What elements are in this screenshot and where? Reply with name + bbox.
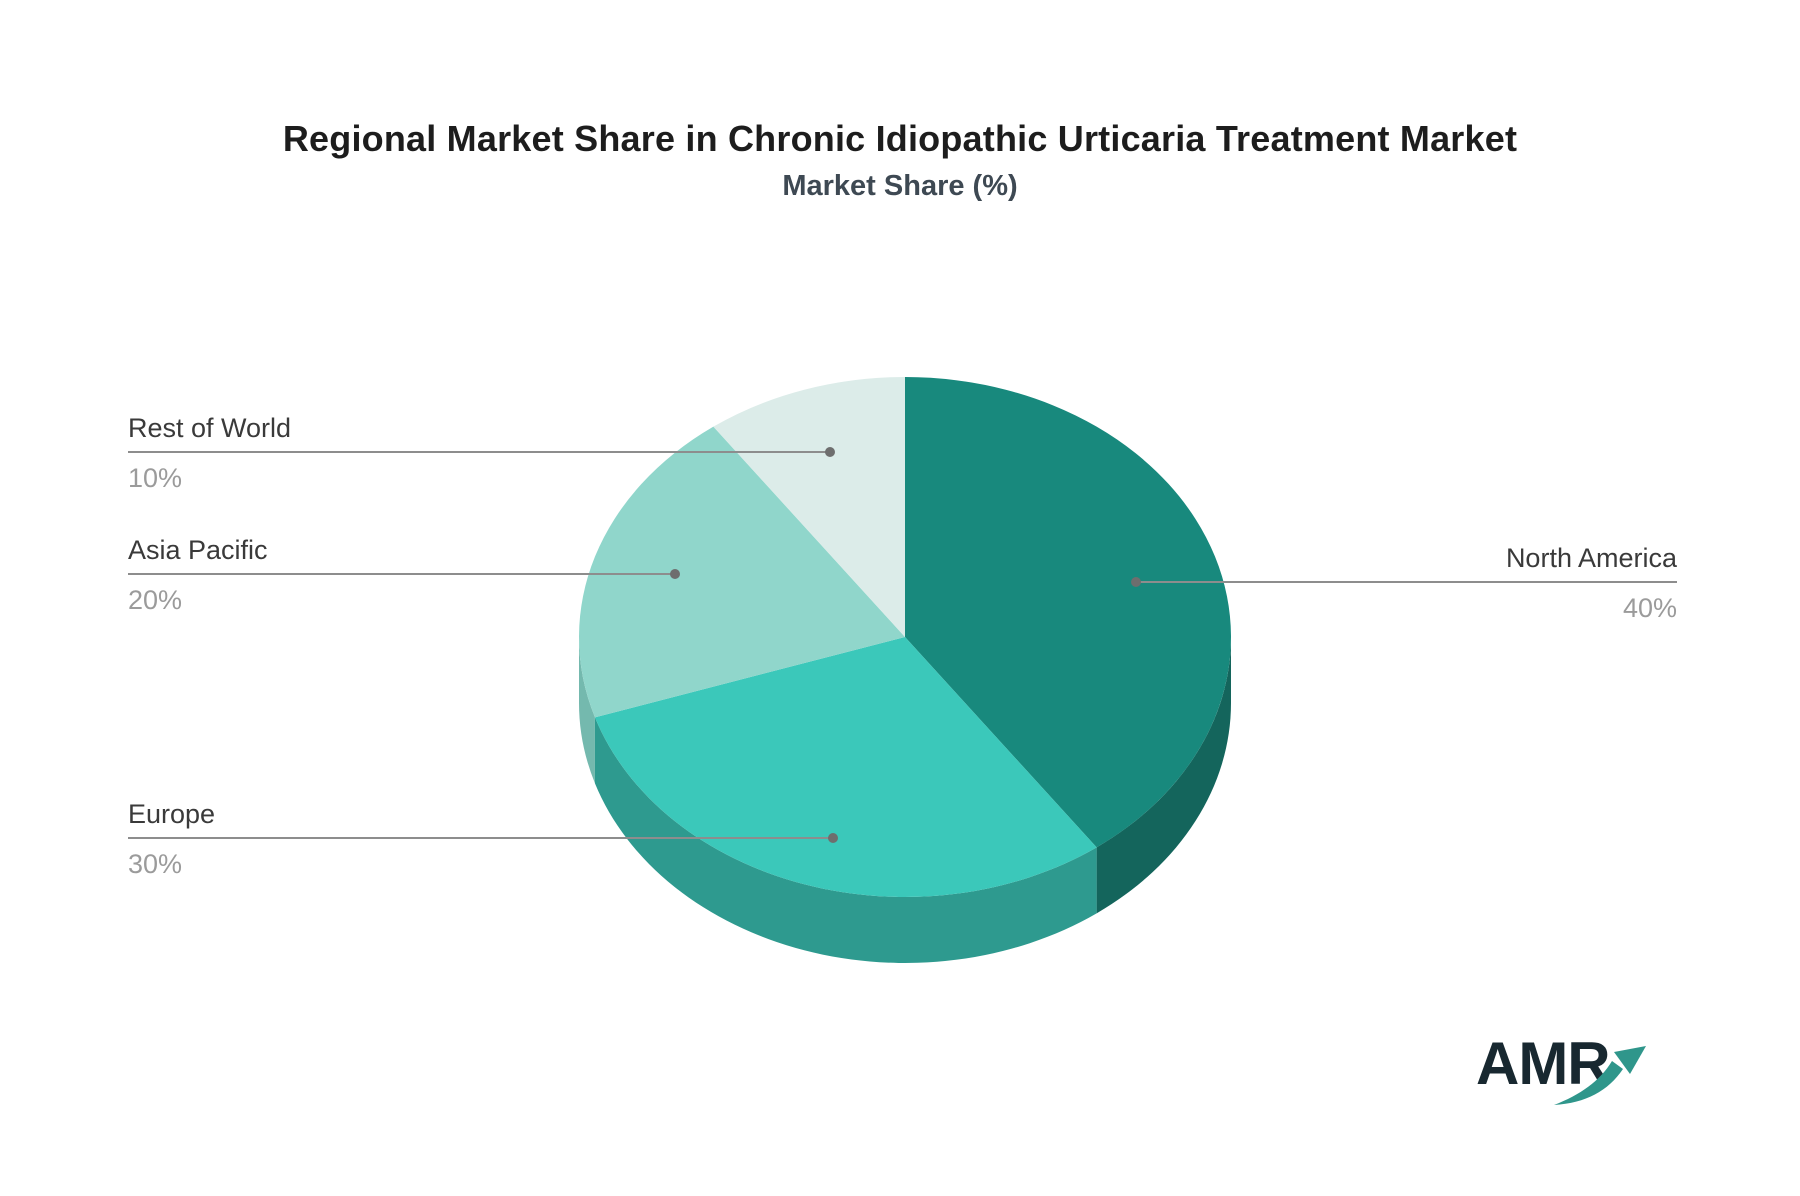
amr-logo: AMR [1476,1034,1686,1134]
leader-dot-europe [828,833,838,843]
label-europe: Europe [128,799,216,829]
leader-dot-rest-of-world [825,447,835,457]
pie-slice-side-europe [594,717,1097,963]
value-north-america: 40% [1622,593,1677,623]
chart-title: Regional Market Share in Chronic Idiopat… [282,118,1518,159]
value-asia-pacific: 20% [128,585,183,615]
pie-slice-europe[interactable] [594,637,1097,897]
pie-slice-asia-pacific[interactable] [579,426,905,718]
growth-arrow-icon [1554,1046,1646,1105]
pie-slice-rest-of-world[interactable] [713,377,905,637]
leader-line-north-america [1136,581,1677,583]
value-rest-of-world: 10% [128,463,183,493]
chart-subtitle: Market Share (%) [782,170,1018,202]
leader-line-europe [128,837,833,839]
pie-slice-side-asia-pacific [579,637,595,784]
label-asia-pacific: Asia Pacific [128,535,268,565]
leader-line-rest-of-world [128,451,830,453]
leader-line-asia-pacific [128,573,675,575]
amr-logo-text: AMR [1476,1030,1611,1097]
label-north-america: North America [1505,543,1677,573]
pie-3d-sides [579,637,1231,963]
leader-dot-asia-pacific [670,569,680,579]
value-europe: 30% [128,849,183,879]
pie-slice-side-north-america [1096,637,1231,914]
pie-slice-north-america[interactable] [905,377,1231,848]
label-rest-of-world: Rest of World [128,413,292,443]
leader-dot-north-america [1131,577,1141,587]
pie-slices [579,377,1231,897]
